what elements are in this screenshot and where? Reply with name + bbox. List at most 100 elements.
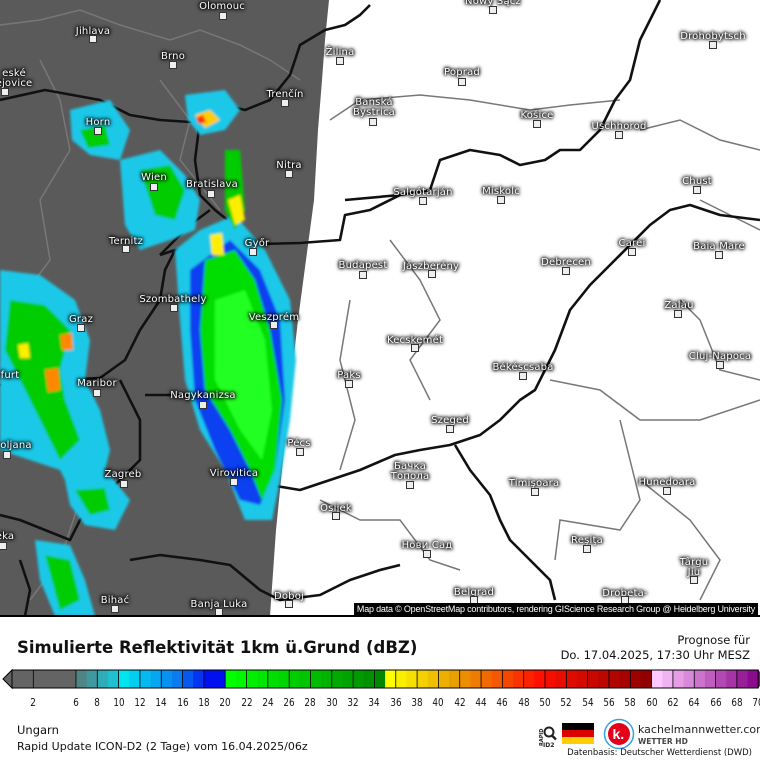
city-marker-icon	[497, 196, 505, 204]
city-label: Drohobytsch	[680, 31, 746, 42]
city-marker-icon	[219, 12, 227, 20]
city-label: Jihlava	[75, 26, 111, 37]
city-label: Cluj-Napoca	[688, 351, 752, 362]
city-marker-icon	[230, 478, 238, 486]
colorbar-bin	[385, 670, 397, 688]
colorbar-bin	[417, 670, 429, 688]
city-marker-icon	[199, 401, 207, 409]
colorbar-bin	[118, 670, 130, 688]
city-marker-icon	[94, 127, 102, 135]
city-label: Doboj	[273, 591, 305, 602]
city-marker-icon	[207, 190, 215, 198]
colorbar-bin	[587, 670, 599, 688]
city-marker-icon	[215, 608, 223, 615]
city-marker-icon	[489, 6, 497, 14]
tick-label: 52	[560, 696, 572, 709]
colorbar-bin	[513, 670, 525, 688]
colorbar-bin	[235, 670, 247, 688]
colorbar-bin	[683, 670, 695, 688]
city-marker-icon	[519, 372, 527, 380]
tick-label: 56	[603, 696, 615, 709]
city-label: Târgu Jiu	[679, 557, 709, 578]
city-label: Poprad	[444, 67, 480, 78]
colorbar-bin	[459, 670, 471, 688]
city-label: Trenčín	[266, 89, 304, 100]
colorbar-bin	[608, 670, 621, 688]
colorbar-bin	[182, 670, 194, 688]
tick-label: 70	[752, 696, 760, 709]
city-label: Chust	[682, 176, 712, 187]
tick-label: 42	[454, 696, 466, 709]
city-marker-icon	[111, 605, 119, 613]
legend-panel: Simulierte Reflektivität 1km ü.Grund (dB…	[0, 619, 760, 760]
city-label: Žilina	[325, 47, 355, 58]
colorbar-bin	[619, 670, 631, 688]
tick-label: 46	[496, 696, 508, 709]
colorbar-bin	[747, 670, 759, 688]
colorbar-bin	[86, 670, 98, 688]
colorbar-bin	[502, 670, 514, 688]
city-label: Szombathely	[139, 294, 207, 305]
colorbar-bin	[662, 670, 674, 688]
colorbar-bin	[12, 670, 24, 688]
region-name: Ungarn	[17, 723, 59, 737]
colorbar-bin	[331, 670, 343, 688]
city-marker-icon	[122, 245, 130, 253]
colorbar-bin	[225, 670, 237, 688]
colorbar-bin	[406, 670, 418, 688]
brand-name: kachelmannwetter.com	[638, 723, 760, 736]
city-marker-icon	[446, 425, 454, 433]
radar-map[interactable]: Olomouc Jihlava Brno eské ějovice Horn Wien Br…	[0, 0, 760, 617]
city-label: Szeged	[431, 415, 469, 426]
city-label: Bihać	[100, 595, 130, 606]
colorbar-bin	[736, 670, 748, 688]
city-marker-icon	[428, 270, 436, 278]
forecast-label: Prognose für	[677, 633, 750, 647]
city-marker-icon	[281, 99, 289, 107]
tick-label: 14	[155, 696, 167, 709]
colorbar-bin	[289, 670, 301, 688]
colorbar-bin	[694, 670, 706, 688]
colorbar-bin	[715, 670, 727, 688]
tick-label: 40	[432, 696, 444, 709]
city-marker-icon	[170, 304, 178, 312]
tick-label: 38	[411, 696, 423, 709]
city-label: Brno	[160, 51, 186, 62]
city-label: oljana	[0, 440, 32, 451]
colorbar-bin	[75, 670, 88, 688]
city-marker-icon	[249, 248, 257, 256]
tick-label: 66	[709, 696, 722, 709]
tick-label: 62	[667, 696, 679, 709]
city-label: Jászberény	[402, 261, 460, 272]
colorbar-bin	[139, 670, 151, 688]
tick-label: 48	[518, 696, 530, 709]
brand-subtitle: WETTER HD	[638, 737, 688, 746]
city-marker-icon	[531, 488, 539, 496]
city-label: Bratislava	[186, 179, 238, 190]
city-label: Veszprém	[248, 312, 300, 323]
tick-label: 54	[582, 696, 594, 709]
city-label: Virovitica	[209, 468, 259, 479]
city-marker-icon	[423, 550, 431, 558]
city-marker-icon	[419, 197, 427, 205]
colorbar-bin	[363, 670, 375, 688]
city-label: Debrecen	[541, 257, 591, 268]
city-label: Graz	[68, 314, 94, 325]
city-marker-icon	[663, 487, 671, 495]
city-marker-icon	[693, 186, 701, 194]
colorbar-bin	[257, 670, 269, 688]
city-label: eské ějovice	[0, 68, 33, 89]
radar-echoes	[0, 90, 296, 615]
tick-label: 50	[539, 696, 551, 709]
city-label: Zalău	[664, 300, 694, 311]
tick-label: 18	[198, 696, 210, 709]
city-label: Zagreb	[104, 469, 142, 480]
colorbar-bin	[310, 670, 322, 688]
city-label: Salgótarján	[393, 187, 453, 198]
tick-label: 30	[326, 696, 338, 709]
city-label: Carei	[618, 238, 646, 249]
city-marker-icon	[3, 451, 11, 459]
city-marker-icon	[709, 41, 717, 49]
city-marker-icon	[562, 267, 570, 275]
colorbar-bin	[299, 670, 311, 688]
